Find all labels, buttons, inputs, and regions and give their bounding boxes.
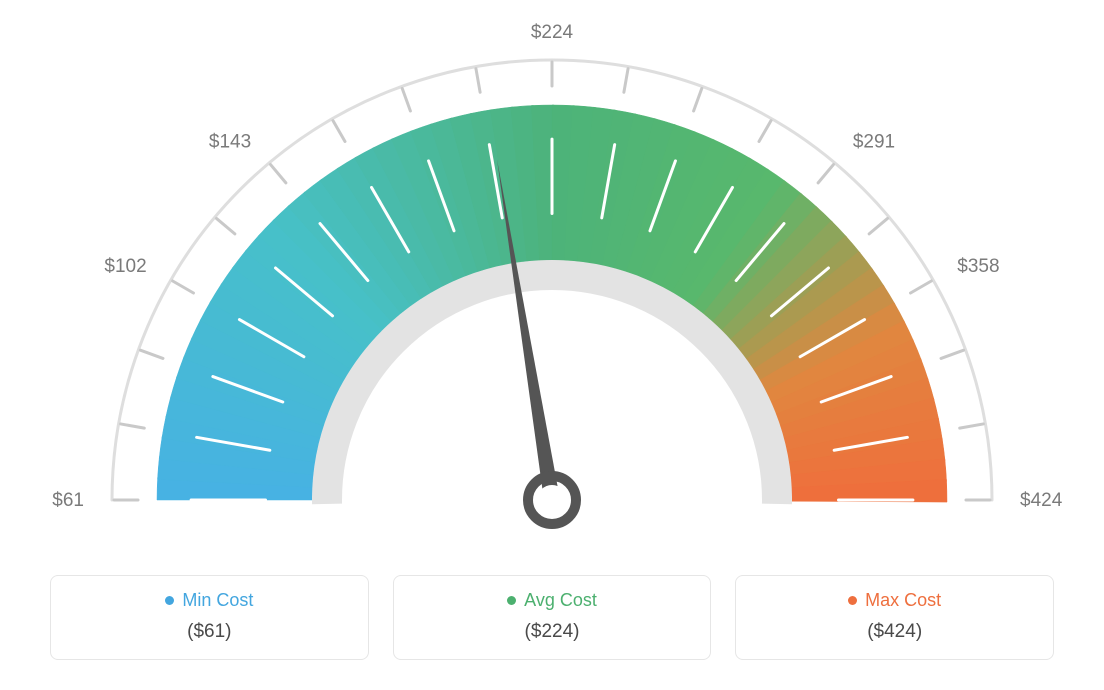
svg-text:$102: $102 — [104, 256, 146, 277]
cost-gauge-chart: $61 $102 $143 $224 $291 $358 $424 Min Cost ($6… — [0, 0, 1104, 690]
legend-card-min: Min Cost ($61) — [50, 575, 369, 660]
svg-text:$224: $224 — [531, 22, 574, 43]
svg-text:$291: $291 — [853, 131, 895, 152]
legend-dot-min — [165, 596, 174, 605]
svg-text:$143: $143 — [209, 131, 251, 152]
legend-row: Min Cost ($61) Avg Cost ($224) Max Cost … — [50, 575, 1054, 660]
legend-card-max: Max Cost ($424) — [735, 575, 1054, 660]
legend-value-avg: ($224) — [414, 621, 691, 643]
svg-text:$358: $358 — [957, 256, 999, 277]
legend-label-row-max: Max Cost — [756, 590, 1033, 611]
legend-label-avg: Avg Cost — [524, 590, 597, 611]
legend-label-row-avg: Avg Cost — [414, 590, 691, 611]
svg-text:$424: $424 — [1020, 490, 1063, 511]
legend-label-max: Max Cost — [865, 590, 941, 611]
legend-dot-max — [848, 596, 857, 605]
svg-text:$61: $61 — [52, 490, 84, 511]
legend-label-min: Min Cost — [182, 590, 253, 611]
legend-dot-avg — [507, 596, 516, 605]
legend-value-min: ($61) — [71, 621, 348, 643]
gauge-svg: $61 $102 $143 $224 $291 $358 $424 — [0, 0, 1104, 560]
legend-label-row-min: Min Cost — [71, 590, 348, 611]
legend-card-avg: Avg Cost ($224) — [393, 575, 712, 660]
legend-value-max: ($424) — [756, 621, 1033, 643]
